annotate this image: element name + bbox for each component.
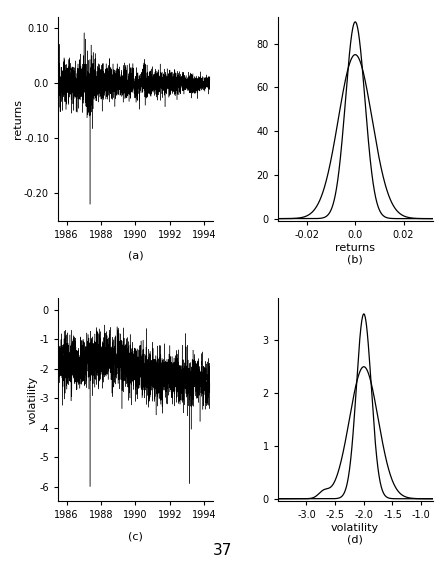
X-axis label: volatility
(d): volatility (d) [331, 523, 379, 545]
Y-axis label: returns: returns [12, 99, 23, 139]
X-axis label: returns
(b): returns (b) [335, 243, 375, 264]
Y-axis label: volatility: volatility [28, 375, 38, 424]
X-axis label: (c): (c) [128, 532, 143, 542]
Text: 37: 37 [213, 543, 233, 559]
X-axis label: (a): (a) [128, 251, 143, 261]
